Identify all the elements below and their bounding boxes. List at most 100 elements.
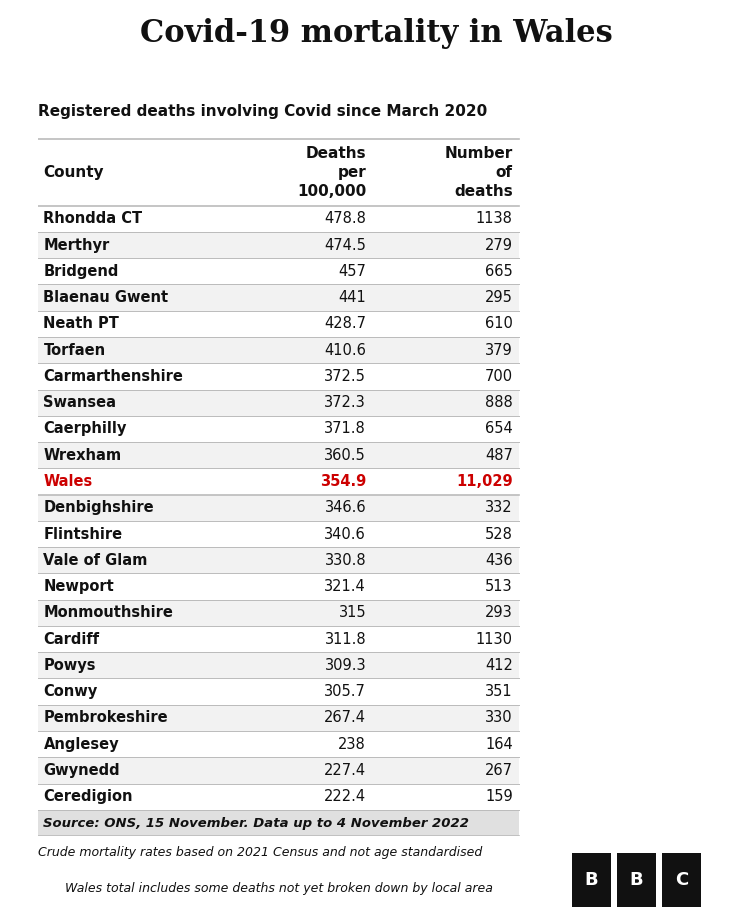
Text: 305.7: 305.7 — [324, 685, 366, 699]
Text: 11,029: 11,029 — [456, 474, 513, 489]
Bar — [38, 416, 519, 442]
Text: Source: ONS, 15 November. Data up to 4 November 2022: Source: ONS, 15 November. Data up to 4 N… — [44, 816, 469, 830]
Text: Deaths
per
100,000: Deaths per 100,000 — [297, 146, 366, 198]
Bar — [38, 810, 519, 836]
Text: Cardiff: Cardiff — [44, 632, 99, 646]
Bar — [38, 521, 519, 547]
Bar — [617, 854, 656, 907]
Text: Registered deaths involving Covid since March 2020: Registered deaths involving Covid since … — [38, 104, 487, 120]
Text: 159: 159 — [485, 789, 513, 804]
Bar — [38, 311, 519, 337]
Bar — [38, 140, 519, 206]
Bar — [38, 547, 519, 573]
Text: 311.8: 311.8 — [324, 632, 366, 646]
Bar — [38, 783, 519, 810]
Bar — [38, 337, 519, 363]
Text: 346.6: 346.6 — [324, 500, 366, 515]
Text: 700: 700 — [484, 369, 513, 384]
Bar — [38, 705, 519, 731]
Text: 478.8: 478.8 — [324, 211, 366, 227]
Bar — [38, 232, 519, 259]
Text: 321.4: 321.4 — [324, 579, 366, 594]
Text: Crude mortality rates based on 2021 Census and not age standardised: Crude mortality rates based on 2021 Cens… — [38, 845, 482, 859]
Text: 293: 293 — [485, 605, 513, 621]
Text: Neath PT: Neath PT — [44, 316, 120, 332]
Text: 610: 610 — [485, 316, 513, 332]
Text: 279: 279 — [485, 238, 513, 252]
Text: 267.4: 267.4 — [324, 710, 366, 726]
Text: Carmarthenshire: Carmarthenshire — [44, 369, 183, 384]
Text: Denbighshire: Denbighshire — [44, 500, 154, 515]
Text: 1130: 1130 — [476, 632, 513, 646]
Text: C: C — [675, 871, 688, 889]
Text: Number
of
deaths: Number of deaths — [444, 146, 513, 198]
Text: Swansea: Swansea — [44, 395, 117, 410]
Text: 309.3: 309.3 — [324, 658, 366, 673]
Bar — [38, 653, 519, 678]
Text: 295: 295 — [485, 290, 513, 305]
Text: 372.5: 372.5 — [324, 369, 366, 384]
Text: 227.4: 227.4 — [324, 763, 366, 778]
Text: 354.9: 354.9 — [320, 474, 366, 489]
Text: Covid-19 mortality in Wales: Covid-19 mortality in Wales — [140, 18, 612, 49]
Text: 372.3: 372.3 — [324, 395, 366, 410]
Text: Anglesey: Anglesey — [44, 737, 119, 751]
Text: 371.8: 371.8 — [324, 421, 366, 437]
Text: 164: 164 — [485, 737, 513, 751]
Bar — [38, 468, 519, 494]
Text: Conwy: Conwy — [44, 685, 98, 699]
Bar — [38, 206, 519, 232]
Text: 1138: 1138 — [476, 211, 513, 227]
Text: 315: 315 — [338, 605, 366, 621]
Text: Bridgend: Bridgend — [44, 264, 119, 279]
Text: Merthyr: Merthyr — [44, 238, 110, 252]
Text: County: County — [44, 165, 104, 180]
Text: 332: 332 — [485, 500, 513, 515]
Text: 222.4: 222.4 — [324, 789, 366, 804]
Bar — [38, 442, 519, 468]
Text: Gwynedd: Gwynedd — [44, 763, 120, 778]
Text: 436: 436 — [485, 553, 513, 568]
Bar — [38, 573, 519, 600]
Text: 474.5: 474.5 — [324, 238, 366, 252]
Bar — [38, 626, 519, 653]
Bar — [38, 758, 519, 783]
Text: 654: 654 — [485, 421, 513, 437]
Text: 267: 267 — [485, 763, 513, 778]
Text: Vale of Glam: Vale of Glam — [44, 553, 148, 568]
Text: Wales total includes some deaths not yet broken down by local area: Wales total includes some deaths not yet… — [65, 882, 493, 896]
Text: 487: 487 — [485, 448, 513, 462]
Text: 428.7: 428.7 — [324, 316, 366, 332]
Text: B: B — [584, 871, 598, 889]
Text: Rhondda CT: Rhondda CT — [44, 211, 143, 227]
Bar — [38, 731, 519, 758]
Text: 238: 238 — [338, 737, 366, 751]
Text: Wrexham: Wrexham — [44, 448, 122, 462]
Text: Powys: Powys — [44, 658, 96, 673]
Text: Wales: Wales — [44, 474, 92, 489]
Text: 360.5: 360.5 — [324, 448, 366, 462]
Text: 379: 379 — [485, 343, 513, 357]
Bar — [38, 678, 519, 705]
Text: 410.6: 410.6 — [324, 343, 366, 357]
Bar — [38, 494, 519, 521]
Bar — [38, 284, 519, 311]
Bar — [38, 389, 519, 416]
Bar — [38, 259, 519, 284]
Text: Blaenau Gwent: Blaenau Gwent — [44, 290, 168, 305]
Text: 528: 528 — [485, 526, 513, 541]
Text: B: B — [629, 871, 643, 889]
Text: 412: 412 — [485, 658, 513, 673]
Text: 888: 888 — [485, 395, 513, 410]
Text: 441: 441 — [338, 290, 366, 305]
Text: Pembrokeshire: Pembrokeshire — [44, 710, 168, 726]
Text: 330.8: 330.8 — [324, 553, 366, 568]
Bar — [572, 854, 611, 907]
Bar — [38, 600, 519, 626]
Bar — [662, 854, 701, 907]
Text: Ceredigion: Ceredigion — [44, 789, 133, 804]
Text: Flintshire: Flintshire — [44, 526, 123, 541]
Bar — [38, 363, 519, 389]
Text: 351: 351 — [485, 685, 513, 699]
Text: 513: 513 — [485, 579, 513, 594]
